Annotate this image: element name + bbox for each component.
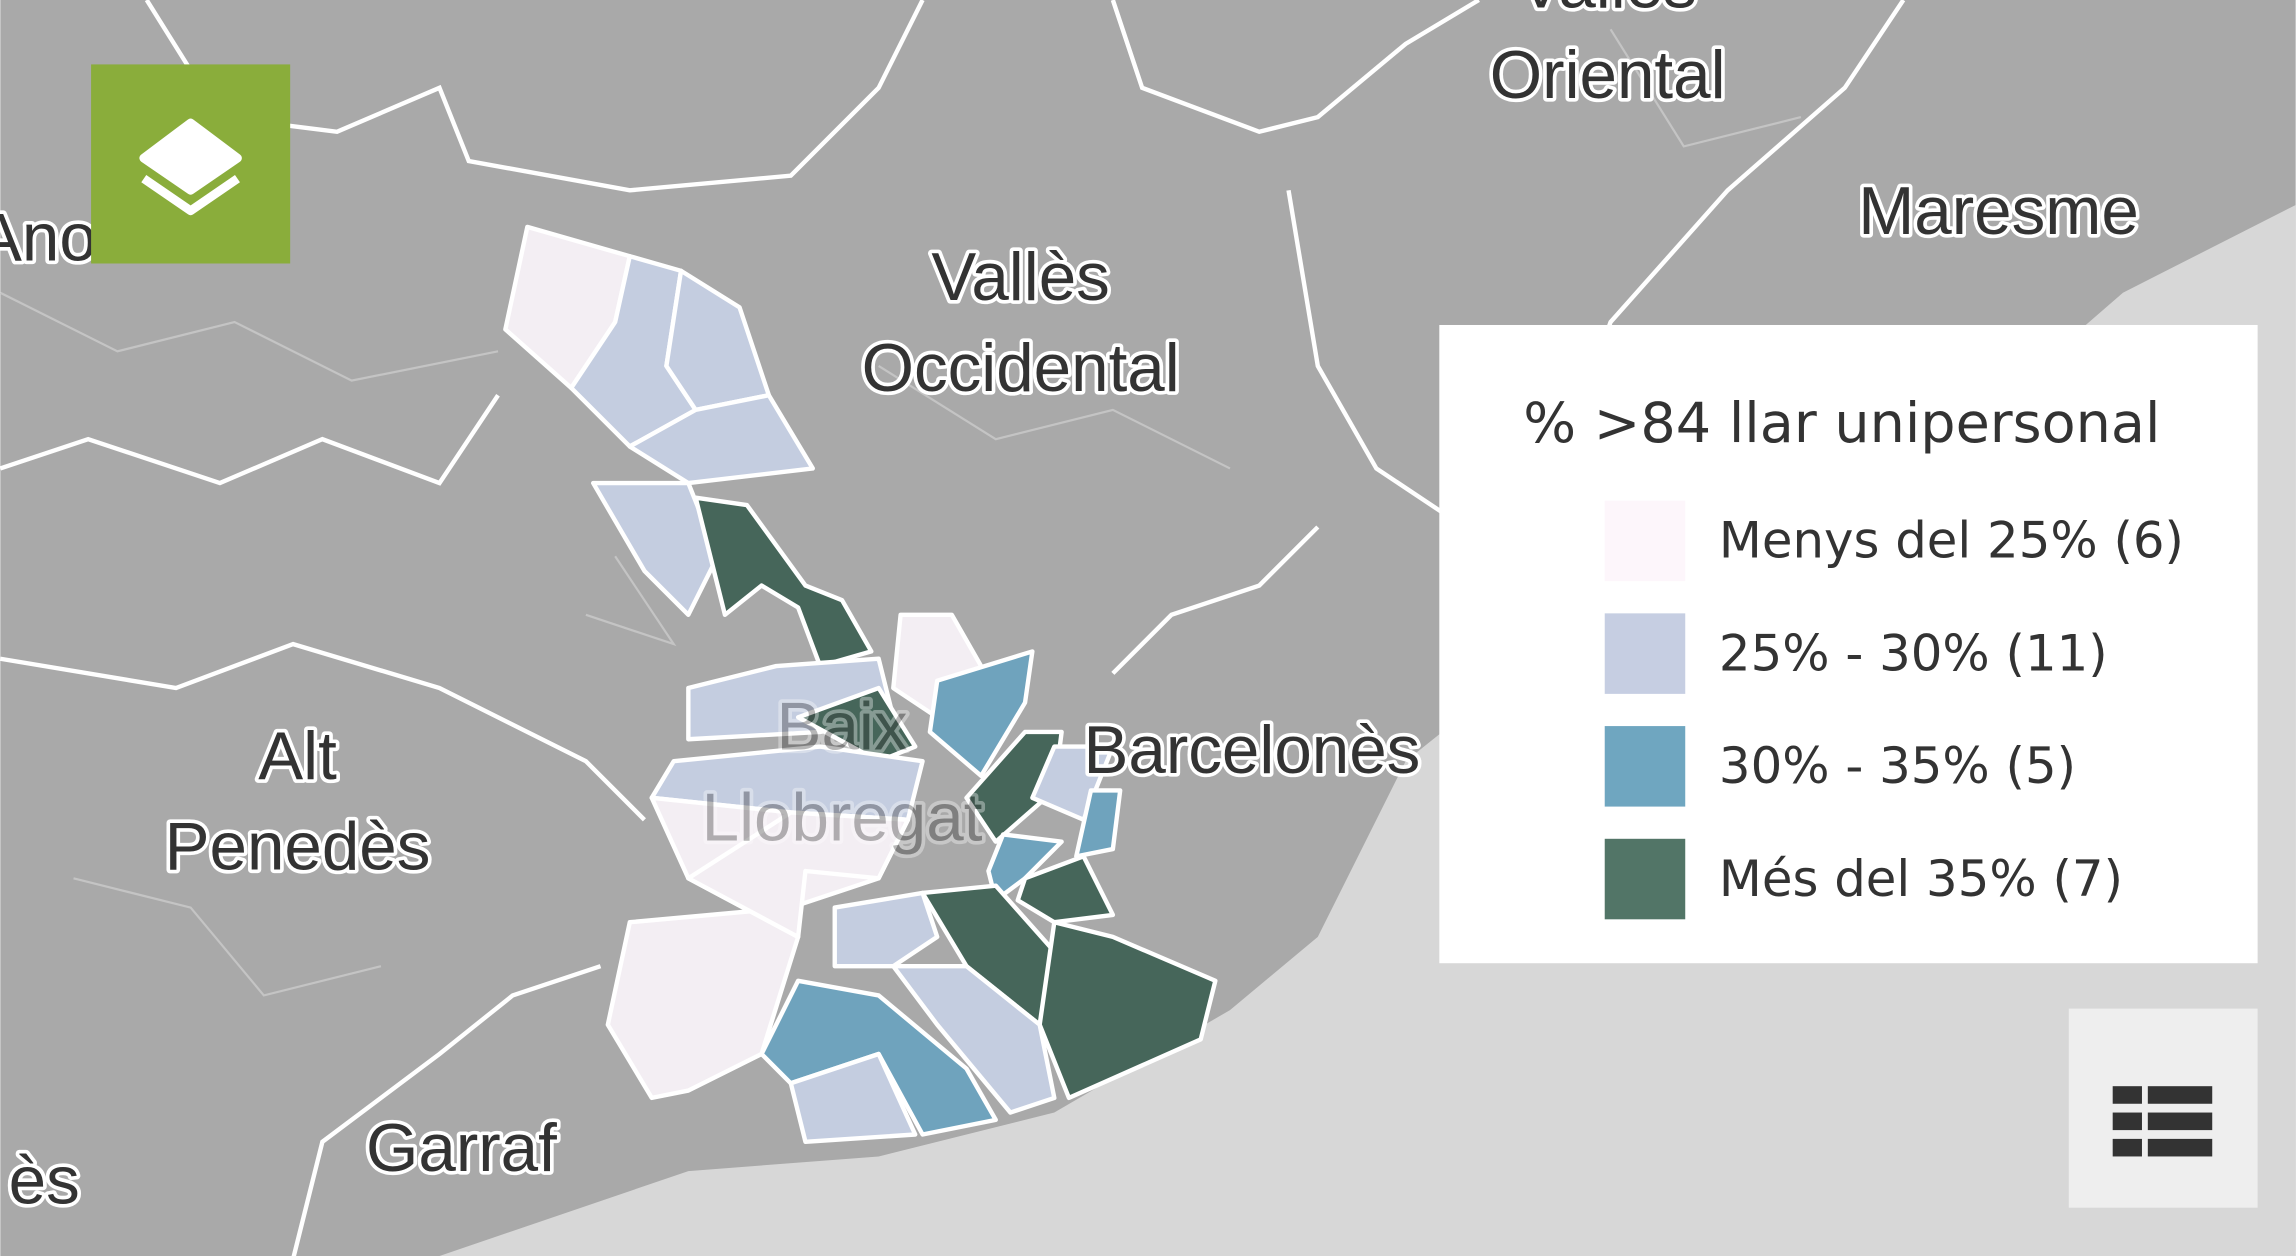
region-label: Alt Penedès [165,719,431,885]
legend-swatch [1604,726,1686,807]
legend-label: 30% - 35% (5) [1719,737,2076,795]
region-label-line: Penedès [165,810,431,885]
sea [439,204,2296,1256]
legend-label: Més del 35% (7) [1719,850,2123,908]
region-label-line: Alt [258,719,337,794]
region-label: ès [9,1143,80,1218]
legend-swatch [1604,500,1686,582]
municipal-borders [0,28,1802,997]
region-label-line: Maresme [1858,174,2139,249]
region-label: Vallès Oriental [1490,0,1726,113]
table-button[interactable] [2068,1008,2258,1208]
municipalities [503,224,1218,1145]
layers-icon [139,118,242,216]
region-label: Ano [0,201,97,276]
region-label: Baix Llobregat [702,690,983,856]
region-label-line: Vallès [931,240,1109,315]
table-icon [2112,1086,2213,1157]
region-label-line: Baix [777,690,908,765]
region-label-line: ès [9,1143,80,1218]
region-label-line: Barcelonès [1084,713,1421,788]
legend-label: Menys del 25% (6) [1719,512,2184,570]
legend-swatch [1604,838,1686,920]
legend-title: % >84 llar unipersonal [1523,391,2160,456]
region-label-line: Vallès [1518,0,1696,22]
region-label-line: Garraf [366,1111,557,1186]
region-label-line: Ano [0,201,97,276]
region-label-line: Oriental [1490,38,1726,113]
region-label: Vallès Occidental [862,240,1180,406]
legend-box [1439,324,2258,964]
legend-label: 25% - 30% (11) [1719,624,2108,682]
region-label: Barcelonès [1084,713,1421,788]
region-label-line: Occidental [862,331,1180,406]
region-borders [0,0,1906,1256]
region-label-line: Llobregat [702,780,983,855]
region-label: Garraf [366,1111,557,1186]
legend-swatch [1604,613,1686,694]
region-label: Maresme [1858,174,2139,249]
